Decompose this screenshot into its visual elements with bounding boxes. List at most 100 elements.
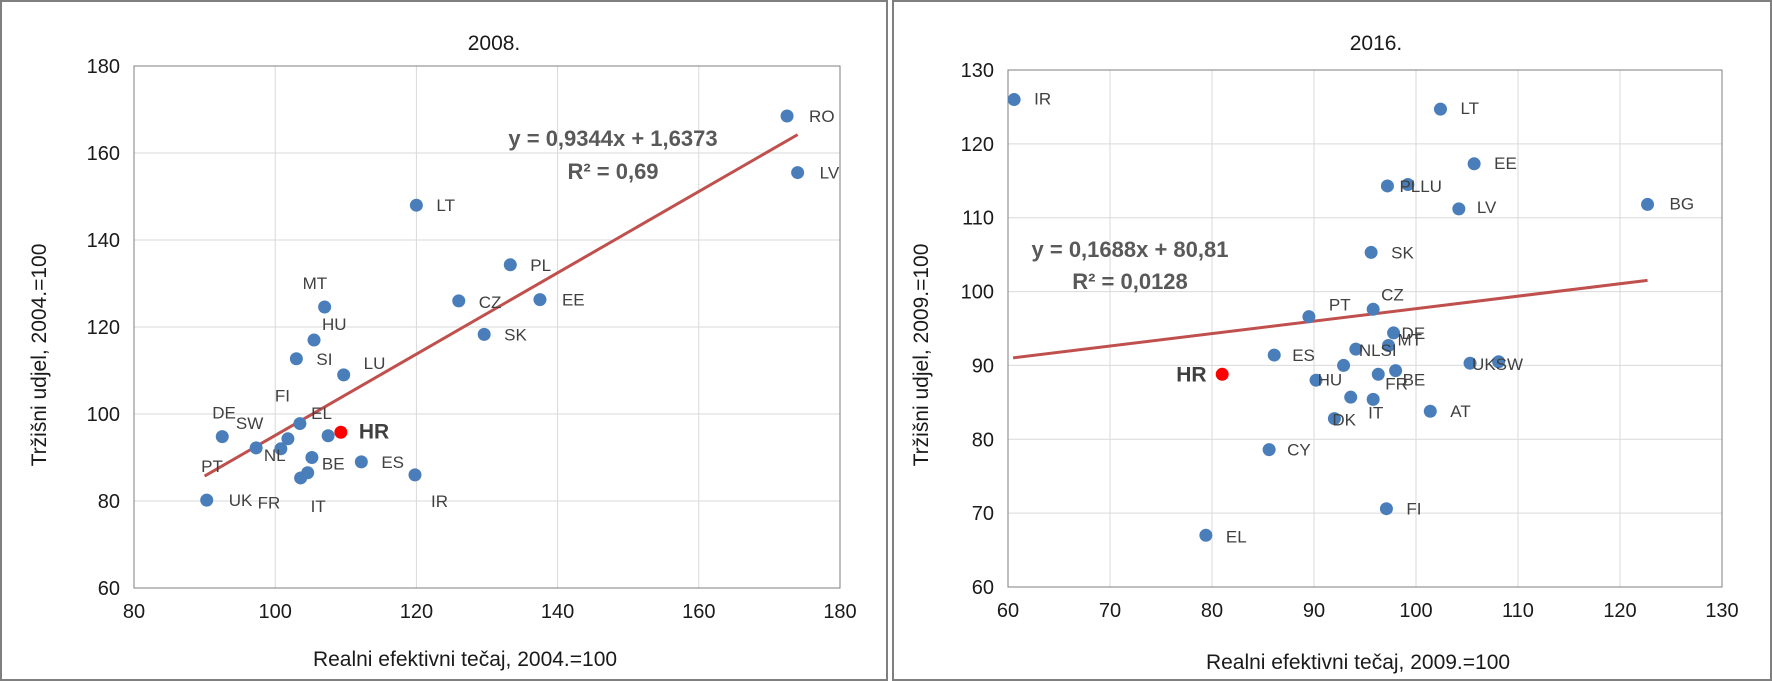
data-point — [354, 455, 368, 469]
point-label: UKSW — [1472, 355, 1523, 374]
point-label: CZ — [1381, 285, 1404, 304]
point-label: IR — [1034, 90, 1051, 109]
point-label: IT — [1368, 403, 1383, 422]
point-label: MT — [303, 274, 328, 293]
data-point — [1389, 364, 1403, 378]
data-point — [1452, 202, 1466, 216]
point-label: HU — [1318, 370, 1343, 389]
y-tick-label: 60 — [972, 577, 994, 599]
point-label: DE — [212, 404, 236, 423]
x-tick-label: 80 — [1201, 600, 1223, 622]
data-point — [281, 432, 295, 446]
y-tick-label: 60 — [98, 578, 120, 600]
data-point — [1366, 302, 1380, 316]
point-label: EE — [1494, 154, 1517, 173]
point-label: SI — [316, 350, 332, 369]
x-tick-label: 180 — [823, 601, 856, 623]
data-point — [318, 300, 332, 314]
point-label: IT — [311, 497, 326, 516]
trendline-equation: y = 0,9344x + 1,6373 — [508, 126, 717, 151]
point-label: ES — [1292, 346, 1315, 365]
y-tick-label: 130 — [961, 60, 994, 82]
data-point — [1463, 356, 1477, 370]
x-tick-label: 70 — [1099, 600, 1121, 622]
y-axis-title: Tržišni udjel, 2004.=100 — [28, 244, 51, 467]
data-point — [1262, 443, 1276, 457]
data-point — [1423, 404, 1437, 418]
data-point — [200, 493, 214, 507]
y-axis-title: Tržišni udjel, 2009.=100 — [910, 244, 933, 467]
x-tick-label: 120 — [1603, 600, 1636, 622]
point-label: HR — [1176, 363, 1206, 386]
point-label: FI — [275, 387, 290, 406]
x-tick-label: 100 — [259, 601, 292, 623]
data-point — [1366, 392, 1380, 406]
y-tick-label: 70 — [972, 503, 994, 525]
data-point — [249, 441, 263, 455]
data-point — [503, 258, 517, 272]
point-label: NLSI — [1359, 341, 1397, 360]
trendline — [1012, 278, 1648, 360]
x-tick-label: 160 — [682, 601, 715, 623]
chart-2008: 2008. Realni efektivni tečaj, 2004.=100 … — [28, 32, 857, 671]
data-point — [293, 417, 307, 431]
point-label: UK — [229, 491, 253, 510]
data-point — [1492, 355, 1506, 369]
data-point — [791, 166, 805, 180]
point-label: CZ — [479, 293, 502, 312]
point-label: ES — [381, 453, 404, 472]
x-tick-label: 80 — [123, 601, 145, 623]
data-point — [274, 442, 288, 456]
point-label: HR — [359, 420, 389, 443]
point-label: FI — [1406, 500, 1421, 519]
data-point — [215, 430, 229, 444]
data-point-highlight — [1215, 367, 1229, 381]
y-tick-label: 120 — [961, 134, 994, 156]
chart-title: 2016. — [1350, 32, 1403, 55]
chart-title: 2008. — [468, 32, 521, 55]
data-point — [1641, 197, 1655, 211]
data-point — [289, 352, 303, 366]
data-point — [1327, 412, 1341, 426]
data-point — [1371, 367, 1385, 381]
x-tick-label: 110 — [1502, 600, 1534, 622]
data-point — [1381, 338, 1395, 352]
x-tick-label: 130 — [1705, 600, 1738, 622]
y-tick-label: 90 — [972, 355, 994, 377]
y-tick-label: 180 — [87, 56, 120, 78]
y-tick-label: 120 — [87, 317, 120, 339]
point-label: DK — [1332, 411, 1356, 430]
data-point-highlight — [334, 425, 348, 439]
point-label: HU — [322, 315, 347, 334]
data-point — [1379, 502, 1393, 516]
panel-frame-right — [892, 0, 1772, 681]
data-point — [305, 451, 319, 464]
point-label: PL — [530, 256, 551, 275]
point-label: LV — [1477, 198, 1497, 217]
y-tick-label: 80 — [972, 429, 994, 451]
x-tick-label: 140 — [541, 601, 574, 623]
x-axis-title: Realni efektivni tečaj, 2004.=100 — [313, 648, 617, 671]
x-tick-label: 60 — [997, 600, 1019, 622]
data-point — [1267, 348, 1281, 362]
plot-frame — [1007, 69, 1723, 588]
point-label: BG — [1670, 194, 1695, 213]
y-tick-label: 160 — [87, 143, 120, 165]
y-tick-label: 100 — [961, 282, 994, 304]
x-axis-title: Realni efektivni tečaj, 2009.=100 — [1206, 651, 1510, 674]
data-point — [1387, 326, 1401, 340]
point-label: PT — [1329, 296, 1351, 315]
data-point — [1467, 157, 1481, 171]
y-tick-label: 100 — [87, 404, 120, 426]
point-label: LU — [364, 354, 386, 373]
data-point — [408, 468, 422, 482]
data-point — [780, 109, 794, 123]
data-point — [307, 333, 321, 347]
data-point — [337, 368, 351, 382]
panel-frame-left — [0, 0, 888, 681]
point-label: DE — [1402, 324, 1426, 343]
data-point — [452, 294, 466, 308]
data-point — [1380, 179, 1394, 193]
